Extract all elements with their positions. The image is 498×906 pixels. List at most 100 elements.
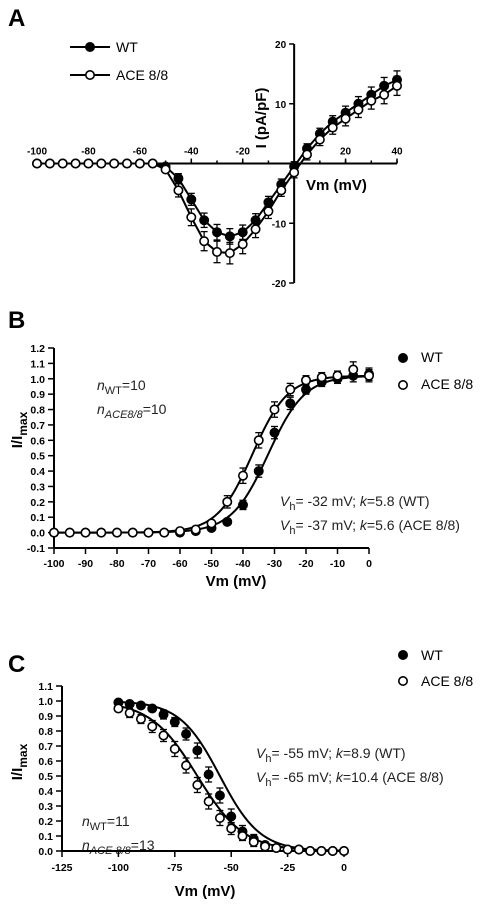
panel-c-s1-point-10 — [226, 823, 237, 834]
panel-c-fit-wt: Vh= -55 mV; k=8.9 (WT) — [256, 745, 406, 765]
panel-c-x-tick-label-4: -25 — [280, 862, 295, 874]
panel-c-s1-point-5 — [169, 743, 180, 754]
panel-b-y-tick-label-3: 0.2 — [30, 497, 45, 509]
panel-c-s1-point-17 — [305, 845, 316, 856]
panel-a-legend-marker-wt — [85, 41, 96, 52]
panel-a-s1-point-27 — [379, 89, 390, 100]
panel-a-legend-wt: WT — [116, 39, 138, 55]
panel-b-y-tick-label-13: 1.2 — [30, 343, 45, 355]
panel-c-fit-ace: Vh= -65 mV; k=10.4 (ACE 8/8) — [256, 769, 444, 789]
panel-c-s0-point-1 — [124, 698, 135, 709]
panel-b-fit-curve-0 — [54, 375, 370, 534]
panel-b-y-tick-label-5: 0.4 — [30, 466, 45, 478]
panel-b-legend-wt: WT — [421, 349, 443, 365]
panel-a-s1-point-7 — [122, 158, 133, 169]
panel-b-s0-point-16 — [300, 384, 311, 395]
panel-a-s1-point-26 — [366, 95, 377, 106]
panel-c-y-tick-label-0: 0.0 — [38, 846, 53, 858]
panel-c-s0-point-8 — [203, 769, 214, 780]
panel-b-x-tick-label-7: -30 — [267, 558, 282, 570]
panel-a-y-tick-label-2: 10 — [275, 100, 287, 111]
panel-c-x-tick-label-1: -100 — [108, 862, 129, 874]
panel-b-y-tick-label-12: 1.1 — [30, 358, 45, 370]
panel-c-s1-point-13 — [260, 841, 271, 852]
panel-c-s1-point-19 — [327, 845, 338, 856]
panel-c-s1-point-2 — [135, 713, 146, 724]
panel-c-ylabel: I/Imax — [9, 743, 30, 780]
panel-c-s0-point-9 — [214, 790, 225, 801]
panel-b-x-tick-label-6: -40 — [235, 558, 250, 570]
panel-b-s1-point-11 — [222, 496, 233, 507]
panel-b-x-tick-label-5: -50 — [204, 558, 219, 570]
panel-a-s1-point-12 — [186, 212, 197, 223]
panel-a-x-tick-label-0: -100 — [27, 147, 47, 158]
panel-c-y-tick-label-11: 1.1 — [38, 681, 53, 693]
panel-b-n-ace: nACE8/8=10 — [97, 401, 167, 421]
panel-a-s0-point-11 — [173, 173, 184, 184]
panel-c-s1-point-15 — [282, 844, 293, 855]
panel-a-y-tick-label-3: 20 — [275, 40, 287, 51]
panel-c-y-tick-label-1: 0.1 — [38, 831, 53, 843]
panel-b-s0-point-11 — [222, 516, 233, 527]
panel-a-s1-point-25 — [353, 104, 364, 115]
panel-b-y-tick-label-2: 0.1 — [30, 512, 45, 524]
panel-b-ylabel: I/Imax — [9, 411, 30, 448]
panel-b-x-tick-label-10: 0 — [366, 558, 372, 570]
panel-a-s1-point-10 — [160, 164, 171, 175]
panel-b-s1-point-7 — [159, 527, 170, 538]
panel-b-s0-point-13 — [253, 466, 264, 477]
panel-b-chart: I/Imax Vm (mV) WT ACE 8/8 nWT=10 nACE8/8… — [9, 343, 473, 590]
panel-a-x-tick-label-3: -40 — [184, 147, 199, 158]
panel-c-xlabel: Vm (mV) — [175, 883, 236, 900]
panel-b-xlabel: Vm (mV) — [206, 573, 267, 590]
panel-a-s1-point-20 — [289, 167, 300, 178]
panel-c-y-tick-label-2: 0.2 — [38, 816, 53, 828]
panel-a-s1-point-28 — [391, 80, 402, 91]
panel-c-s1-point-14 — [271, 842, 282, 853]
panel-a-y-tick-label-1: -10 — [272, 219, 287, 230]
panel-c-y-tick-label-5: 0.5 — [38, 771, 53, 783]
panel-a-x-tick-label-4: -20 — [235, 147, 250, 158]
panel-c-s1-point-20 — [338, 845, 349, 856]
panel-a-legend-ace: ACE 8/8 — [116, 67, 168, 83]
panel-c-y-tick-label-9: 0.9 — [38, 711, 53, 723]
panel-b-y-tick-label-1: 0.0 — [30, 528, 45, 540]
panel-c-s1-point-6 — [181, 760, 192, 771]
panel-a-s1-point-14 — [212, 246, 223, 257]
panel-label-c: C — [8, 651, 25, 678]
panel-c-s0-point-5 — [169, 716, 180, 727]
panel-b-y-tick-label-7: 0.6 — [30, 435, 45, 447]
panel-b-x-tick-label-4: -60 — [172, 558, 187, 570]
panel-a-chart: I (pA/pF) Vm (mV) WT ACE 8/8 -100 -80 -60 -… — [27, 39, 403, 290]
panel-c-s0-point-10 — [226, 811, 237, 822]
panel-b-s0-point-14 — [269, 427, 280, 438]
panel-label-a: A — [8, 5, 25, 32]
panel-b-y-tick-label-8: 0.7 — [30, 420, 45, 432]
panel-b-x-tick-label-9: -10 — [330, 558, 345, 570]
panel-b-x-tick-label-1: -90 — [78, 558, 93, 570]
panel-b-s0-point-15 — [285, 398, 296, 409]
panel-c-s0-point-4 — [158, 709, 169, 720]
panel-a-s1-point-16 — [237, 239, 248, 250]
panel-b-s1-point-15 — [285, 384, 296, 395]
panel-c-x-tick-label-5: 0 — [341, 862, 347, 874]
panel-c-y-tick-label-3: 0.3 — [38, 801, 53, 813]
panel-b-y-tick-label-10: 0.9 — [30, 389, 45, 401]
panel-b-fit-ace: Vh= -37 mV; k=5.6 (ACE 8/8) — [280, 517, 460, 537]
panel-a-s1-point-24 — [340, 113, 351, 124]
panel-b-s1-point-19 — [348, 364, 359, 375]
panel-a-s1-point-1 — [44, 158, 55, 169]
panel-a-s1-point-0 — [31, 158, 42, 169]
panel-c-y-tick-label-6: 0.6 — [38, 756, 53, 768]
panel-b-legend-marker-ace — [397, 379, 408, 390]
panel-a-s1-point-17 — [250, 224, 261, 235]
panel-c-y-tick-label-10: 1.0 — [38, 696, 53, 708]
panel-b-s1-point-8 — [175, 526, 186, 537]
panel-c-x-tick-label-3: -50 — [224, 862, 239, 874]
panel-c-s1-point-11 — [237, 830, 248, 841]
panel-b-s1-point-17 — [316, 372, 327, 383]
panel-c-s1-point-4 — [158, 730, 169, 741]
panel-b-s1-point-4 — [112, 527, 123, 538]
panel-a-s1-point-11 — [173, 185, 184, 196]
panel-a-s1-point-15 — [224, 248, 235, 259]
